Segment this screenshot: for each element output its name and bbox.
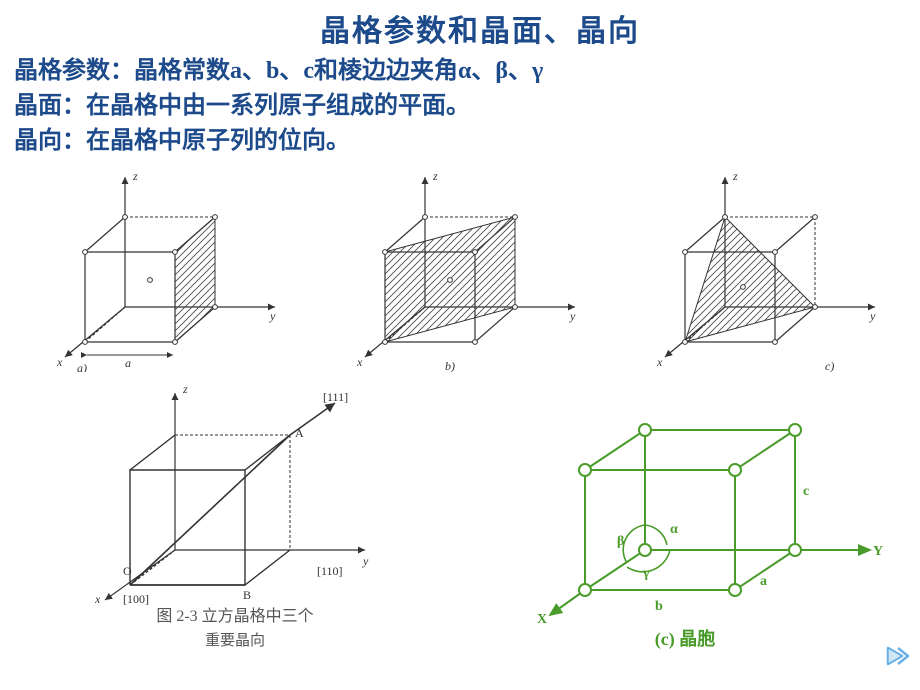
point-A: A xyxy=(295,426,304,440)
crystal-planes-row: z y x a xyxy=(0,160,920,375)
svg-text:x: x xyxy=(656,355,663,369)
figure-a: z y x a xyxy=(10,162,310,375)
axis-z-label: z xyxy=(132,169,138,183)
axis-y-label: y xyxy=(269,309,276,323)
edge-a: a xyxy=(760,574,767,589)
svg-text:y: y xyxy=(869,309,876,323)
figure-c: z y x c) xyxy=(610,162,910,375)
def-line-1: 晶格参数：晶格常数a、b、c和棱边边夹角α、β、γ xyxy=(14,54,906,89)
unitcell-caption: (c) 晶胞 xyxy=(460,625,910,651)
angle-alpha: α xyxy=(670,522,678,537)
figure-2-3: z y x O A B [111] [110] [100] xyxy=(10,375,460,665)
figure-b: z y x b) xyxy=(310,162,610,375)
fig-b-label: b) xyxy=(445,359,455,372)
axis-x-label: x xyxy=(56,355,63,369)
edge-b: b xyxy=(655,599,663,614)
svg-text:x: x xyxy=(356,355,363,369)
def-line-3: 晶向：在晶格中原子列的位向。 xyxy=(14,124,906,159)
point-B: B xyxy=(243,588,251,602)
def-line-2: 晶面：在晶格中由一系列原子组成的平面。 xyxy=(14,89,906,124)
dim-a-label: a xyxy=(125,356,131,370)
svg-text:x: x xyxy=(94,592,101,605)
svg-text:y: y xyxy=(569,309,576,323)
definitions-block: 晶格参数：晶格常数a、b、c和棱边边夹角α、β、γ 晶面：在晶格中由一系列原子组… xyxy=(0,50,920,160)
svg-text:z: z xyxy=(182,382,188,396)
fig-a-label: a) xyxy=(77,361,87,372)
fig23-caption-1: 图 2-3 立方晶格中三个 xyxy=(10,605,460,629)
fig23-caption-2: 重要晶向 xyxy=(10,629,460,650)
page-title: 晶格参数和晶面、晶向 xyxy=(0,0,920,50)
axis-Y: Y xyxy=(873,544,883,559)
edge-c: c xyxy=(803,484,809,499)
angle-beta: β xyxy=(617,534,624,549)
next-slide-arrow-icon[interactable] xyxy=(884,642,912,670)
point-O: O xyxy=(123,564,132,578)
dir-100: [100] xyxy=(123,592,149,605)
svg-text:z: z xyxy=(432,169,438,183)
bottom-figures-row: z y x O A B [111] [110] [100] xyxy=(0,375,920,665)
unit-cell-figure: a b c α β γ Y X (c) 晶胞 xyxy=(460,375,910,665)
dir-111: [111] xyxy=(323,390,348,404)
dir-110: [110] xyxy=(317,564,343,578)
axis-X: X xyxy=(537,612,547,625)
svg-text:z: z xyxy=(732,169,738,183)
svg-text:y: y xyxy=(362,554,369,568)
angle-gamma: γ xyxy=(642,566,650,581)
fig-c-label: c) xyxy=(825,359,834,372)
